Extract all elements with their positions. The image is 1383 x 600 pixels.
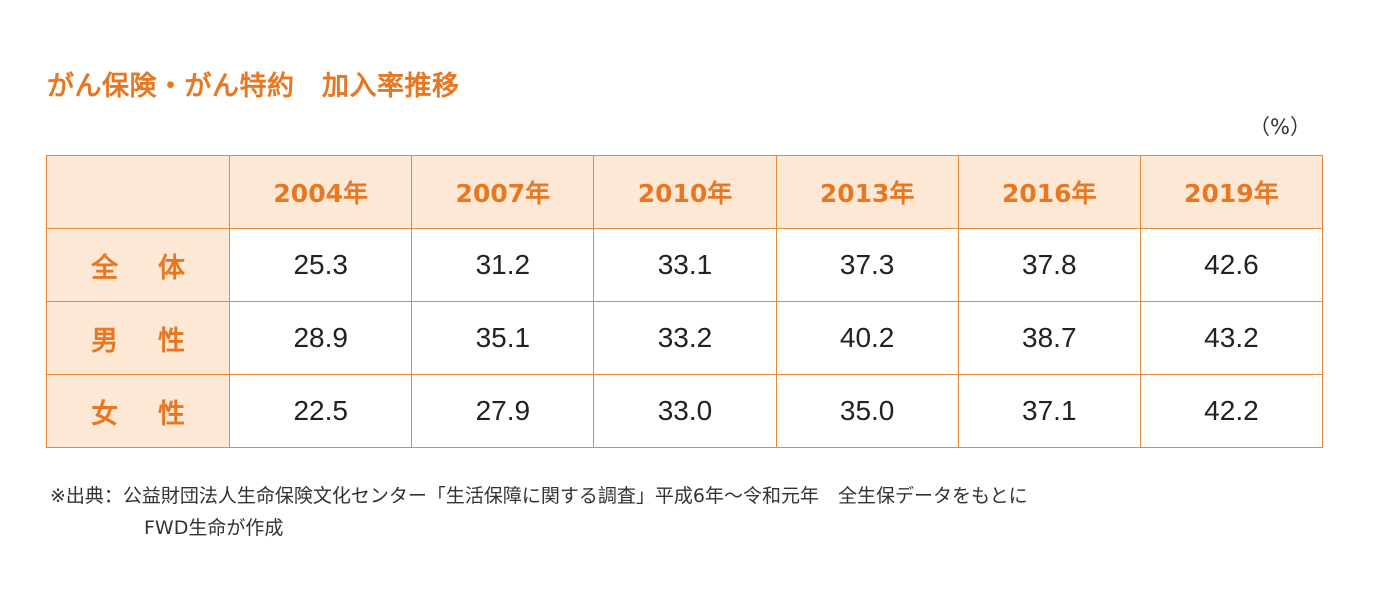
data-cell: 42.2 [1140,375,1322,448]
data-cell: 22.5 [230,375,412,448]
unit-label: （%） [1249,111,1311,141]
data-cell: 35.0 [776,375,958,448]
column-header: 2004年 [230,156,412,229]
data-cell: 33.0 [594,375,776,448]
data-cell: 31.2 [412,229,594,302]
data-cell: 33.1 [594,229,776,302]
data-cell: 28.9 [230,302,412,375]
data-cell: 43.2 [1140,302,1322,375]
corner-cell [47,156,230,229]
data-cell: 37.3 [776,229,958,302]
column-header: 2007年 [412,156,594,229]
table-row: 全体 25.3 31.2 33.1 37.3 37.8 42.6 [47,229,1323,302]
column-header: 2019年 [1140,156,1322,229]
row-label: 全体 [47,229,230,302]
table-row: 男性 28.9 35.1 33.2 40.2 38.7 43.2 [47,302,1323,375]
source-note-line-2: FWD生命が作成 [50,512,1028,544]
header-row: 2004年 2007年 2010年 2013年 2016年 2019年 [47,156,1323,229]
data-table: 2004年 2007年 2010年 2013年 2016年 2019年 全体 2… [46,155,1323,448]
row-label: 女性 [47,375,230,448]
column-header: 2013年 [776,156,958,229]
source-note-line-1: ※出典：公益財団法人生命保険文化センター「生活保障に関する調査」平成6年～令和元… [50,480,1028,512]
data-cell: 38.7 [958,302,1140,375]
chart-title: がん保険・がん特約 加入率推移 [47,64,460,103]
data-cell: 37.8 [958,229,1140,302]
data-cell: 27.9 [412,375,594,448]
column-header: 2010年 [594,156,776,229]
data-cell: 25.3 [230,229,412,302]
data-cell: 35.1 [412,302,594,375]
data-cell: 40.2 [776,302,958,375]
row-label: 男性 [47,302,230,375]
data-cell: 37.1 [958,375,1140,448]
data-cell: 33.2 [594,302,776,375]
data-cell: 42.6 [1140,229,1322,302]
source-note: ※出典：公益財団法人生命保険文化センター「生活保障に関する調査」平成6年～令和元… [50,480,1028,544]
table-row: 女性 22.5 27.9 33.0 35.0 37.1 42.2 [47,375,1323,448]
column-header: 2016年 [958,156,1140,229]
